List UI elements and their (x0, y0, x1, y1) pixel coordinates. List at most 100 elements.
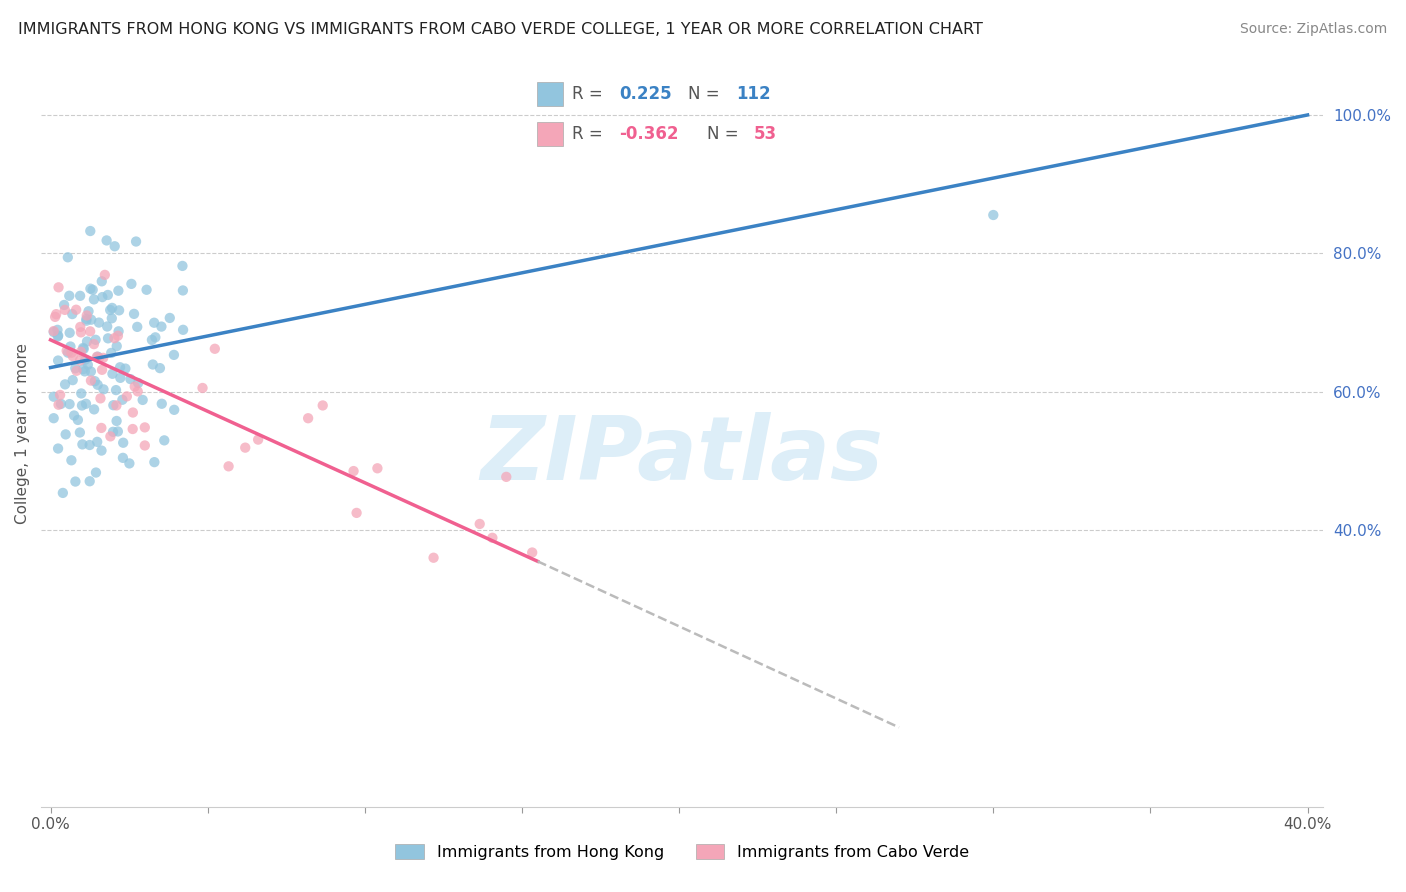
Point (97, 331, 120, 345)
Point (48, 398, 70, 412)
Point (135, 283, 157, 297)
Point (83, 402, 105, 417)
Point (46, 328, 69, 343)
Point (124, 379, 146, 393)
Point (218, 459, 240, 474)
Point (65, 302, 87, 317)
Point (96, 234, 118, 248)
Point (90, 274, 112, 288)
Point (49, 388, 72, 402)
Point (80, 374, 103, 388)
Point (522, 545, 544, 559)
Point (55, 427, 77, 442)
Point (84, 333, 107, 347)
Point (142, 358, 165, 372)
Point (65, 361, 87, 376)
Point (159, 310, 181, 325)
Text: 112: 112 (737, 85, 770, 103)
Point (96, 319, 118, 334)
Point (58, 289, 80, 303)
Point (122, 307, 145, 321)
Text: Source: ZipAtlas.com: Source: ZipAtlas.com (1240, 22, 1388, 37)
Point (108, 360, 131, 375)
Point (104, 239, 127, 253)
Point (77, 304, 100, 318)
Point (191, 381, 214, 395)
Point (73, 342, 96, 356)
Point (72, 437, 94, 451)
Point (93, 382, 115, 396)
Point (79, 475, 101, 489)
Point (75, 352, 97, 367)
Point (204, 342, 226, 356)
Point (76, 334, 98, 349)
Point (107, 425, 129, 439)
Point (46, 353, 69, 368)
Point (114, 361, 136, 376)
Point (153, 434, 176, 448)
Point (110, 371, 132, 385)
Text: 53: 53 (754, 125, 776, 143)
Point (59, 326, 82, 340)
Point (60, 307, 83, 321)
Point (53, 298, 76, 312)
Point (125, 235, 148, 249)
Text: 0.225: 0.225 (619, 85, 672, 103)
Point (89, 392, 111, 406)
Point (107, 324, 129, 338)
Text: R =: R = (572, 125, 607, 143)
Point (247, 433, 270, 447)
Point (69, 320, 91, 334)
Point (70, 326, 93, 340)
Point (86, 434, 108, 449)
Point (163, 402, 186, 417)
Text: -0.362: -0.362 (619, 125, 679, 143)
Point (58, 397, 80, 411)
Point (70, 399, 93, 413)
Point (172, 259, 194, 273)
Point (118, 457, 141, 471)
Point (149, 361, 172, 376)
Point (56, 345, 79, 359)
Point (80, 312, 103, 326)
Point (45, 307, 67, 321)
Point (69, 289, 91, 303)
Point (163, 348, 186, 362)
Point (90, 443, 112, 458)
Point (83, 374, 105, 388)
Point (101, 301, 124, 315)
Point (233, 441, 256, 455)
Point (42, 325, 65, 339)
Point (48, 280, 70, 294)
Point (121, 422, 143, 436)
Point (481, 531, 503, 545)
Point (150, 397, 173, 411)
Point (422, 550, 444, 565)
Point (42, 390, 65, 404)
Point (84, 466, 107, 480)
Point (83, 337, 105, 351)
Point (83, 293, 105, 307)
Point (134, 438, 156, 452)
Point (42, 411, 65, 425)
Point (143, 330, 166, 344)
Point (82, 283, 104, 297)
Point (91, 351, 114, 365)
Point (107, 284, 129, 298)
Point (79, 438, 101, 452)
Text: N =: N = (707, 125, 744, 143)
Point (127, 319, 149, 334)
Point (49, 397, 72, 411)
Point (312, 399, 335, 413)
Point (46, 442, 69, 456)
Point (80, 364, 103, 378)
Point (87, 350, 110, 364)
Point (97, 288, 120, 302)
Point (141, 333, 163, 347)
Text: N =: N = (689, 85, 725, 103)
Point (134, 420, 156, 434)
Point (72, 362, 94, 376)
Text: IMMIGRANTS FROM HONG KONG VS IMMIGRANTS FROM CABO VERDE COLLEGE, 1 YEAR OR MORE : IMMIGRANTS FROM HONG KONG VS IMMIGRANTS … (18, 22, 983, 37)
Point (62, 349, 84, 363)
Point (105, 339, 128, 353)
